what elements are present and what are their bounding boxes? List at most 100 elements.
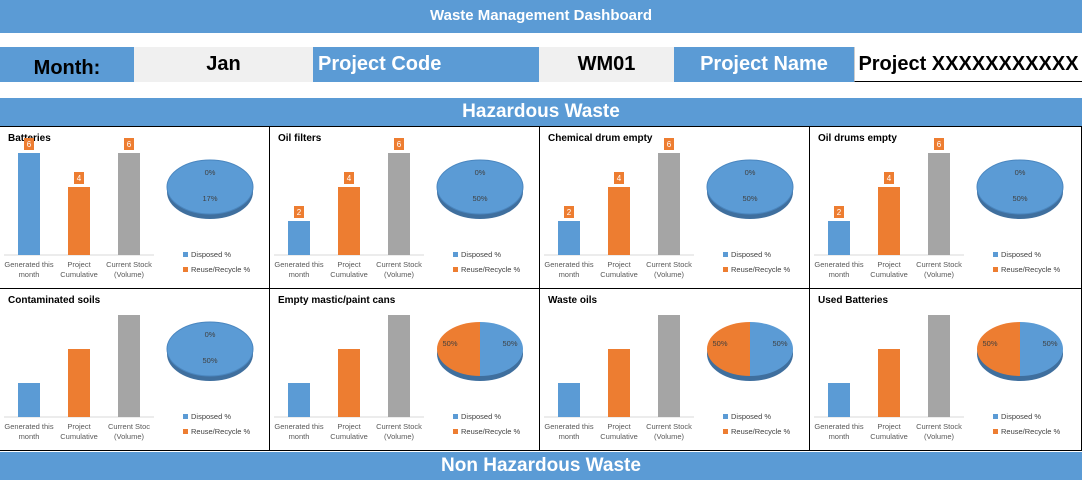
tick-label: Generated this [814,260,863,269]
tick-label: (Volume) [654,432,685,441]
chart-title: Contaminated soils [8,295,101,306]
month-value[interactable]: Jan [134,47,313,82]
bar [18,383,40,417]
chart-panel-waste-oils: Waste oils Generated this month Project Cumu… [540,289,810,451]
legend-label: Reuse/Recycle % [191,427,251,436]
legend-label: Reuse/Recycle % [191,265,251,274]
chart-panel-used-batteries: Used Batteries Generated this month Project… [810,289,1082,451]
pie-slice-recycle [707,322,750,376]
legend-swatch [723,414,728,419]
bar [608,187,630,255]
chart-svg: Batteries6Generated thismonth4ProjectCum… [4,133,254,279]
bar [828,221,850,255]
data-label: 2 [567,208,572,217]
data-label: 2 [297,208,302,217]
tick-label: (Volume) [384,432,415,441]
chart-title: Waste oils [548,295,598,306]
bar [18,153,40,255]
data-label: 6 [127,140,132,149]
data-label: 4 [887,174,892,183]
tick-label: month [19,432,40,441]
tick-label: Current Stock [916,422,962,431]
legend-label: Disposed % [1001,412,1041,421]
chart-panel-chemical-drum: Chemical drum empty 2 Generated this month 4… [540,127,810,289]
legend-label: Reuse/Recycle % [731,427,791,436]
tick-label: Cumulative [330,270,368,279]
data-label-box [124,138,134,150]
pie-label: 50% [1012,194,1027,203]
legend-swatch [183,414,188,419]
bar [118,315,140,417]
pie-label: 50% [202,356,217,365]
legend-label: Disposed % [731,250,771,259]
legend-label: Reuse/Recycle % [1001,427,1061,436]
pie-label: 0% [1015,168,1026,177]
pie-label: 0% [205,168,216,177]
tick-label: (Volume) [114,432,145,441]
tick-label: Current Stoc [108,422,150,431]
pie-slice-disposed [706,159,794,215]
tick-label: Cumulative [870,270,908,279]
bar [118,153,140,255]
pie-slice-disposed [750,322,793,376]
data-label: 6 [937,140,942,149]
pie-label: 50% [742,194,757,203]
legend-label: Reuse/Recycle % [461,427,521,436]
legend-label: Disposed % [191,250,231,259]
legend-swatch [723,429,728,434]
tick-label: Project [67,260,91,269]
legend-label: Disposed % [1001,250,1041,259]
tick-label: Generated this [544,260,593,269]
bar [68,187,90,255]
bar [828,383,850,417]
bar [388,315,410,417]
data-label-box [884,172,894,184]
tick-label: (Volume) [114,270,145,279]
chart-panel-batteries: Batteries6Generated thismonth4ProjectCum… [0,127,270,289]
hazardous-waste-heading: Hazardous Waste [0,98,1082,126]
legend-label: Disposed % [461,412,501,421]
chart-panel-mastic-cans: Empty mastic/paint cans Generated this mon… [270,289,540,451]
pie-label: 0% [475,168,486,177]
project-code-value[interactable]: WM01 [539,47,674,82]
bar [878,187,900,255]
data-label-box [294,206,304,218]
bar [388,153,410,255]
tick-label: (Volume) [654,270,685,279]
legend-label: Reuse/Recycle % [461,265,521,274]
legend-swatch [993,267,998,272]
tick-label: (Volume) [924,432,955,441]
data-label-box [614,172,624,184]
bar [288,221,310,255]
tick-label: month [289,432,310,441]
tick-label: Current Stock [106,260,152,269]
pie-slice-disposed [1020,322,1063,376]
tick-label: Current Stock [646,260,692,269]
tick-label: Cumulative [330,432,368,441]
tick-label: Cumulative [60,432,98,441]
tick-label: month [829,270,850,279]
tick-label: Generated this [4,260,53,269]
pie-slice-recycle [437,322,480,376]
pie-label: 50% [772,339,787,348]
pie-slice-disposed [480,322,523,376]
dashboard-title: Waste Management Dashboard [0,0,1082,33]
legend-swatch [993,414,998,419]
legend-label: Disposed % [461,250,501,259]
project-name-label: Project Name [674,47,854,82]
pie-label: 50% [1042,339,1057,348]
tick-label: Project [607,422,631,431]
chart-panel-contaminated-soils: Contaminated soils Generated this month Pro… [0,289,270,451]
tick-label: Cumulative [600,432,638,441]
legend-swatch [453,252,458,257]
data-label-box [664,138,674,150]
chart-panel-oil-filters: Oil filters 2 Generated this month 4 Project C… [270,127,540,289]
tick-label: Generated this [4,422,53,431]
data-label: 4 [77,174,82,183]
project-name-value[interactable]: Project XXXXXXXXXXX [854,47,1082,82]
chart-svg: Empty mastic/paint cans Generated thismon… [274,295,523,441]
non-hazardous-waste-heading: Non Hazardous Waste [0,452,1082,480]
